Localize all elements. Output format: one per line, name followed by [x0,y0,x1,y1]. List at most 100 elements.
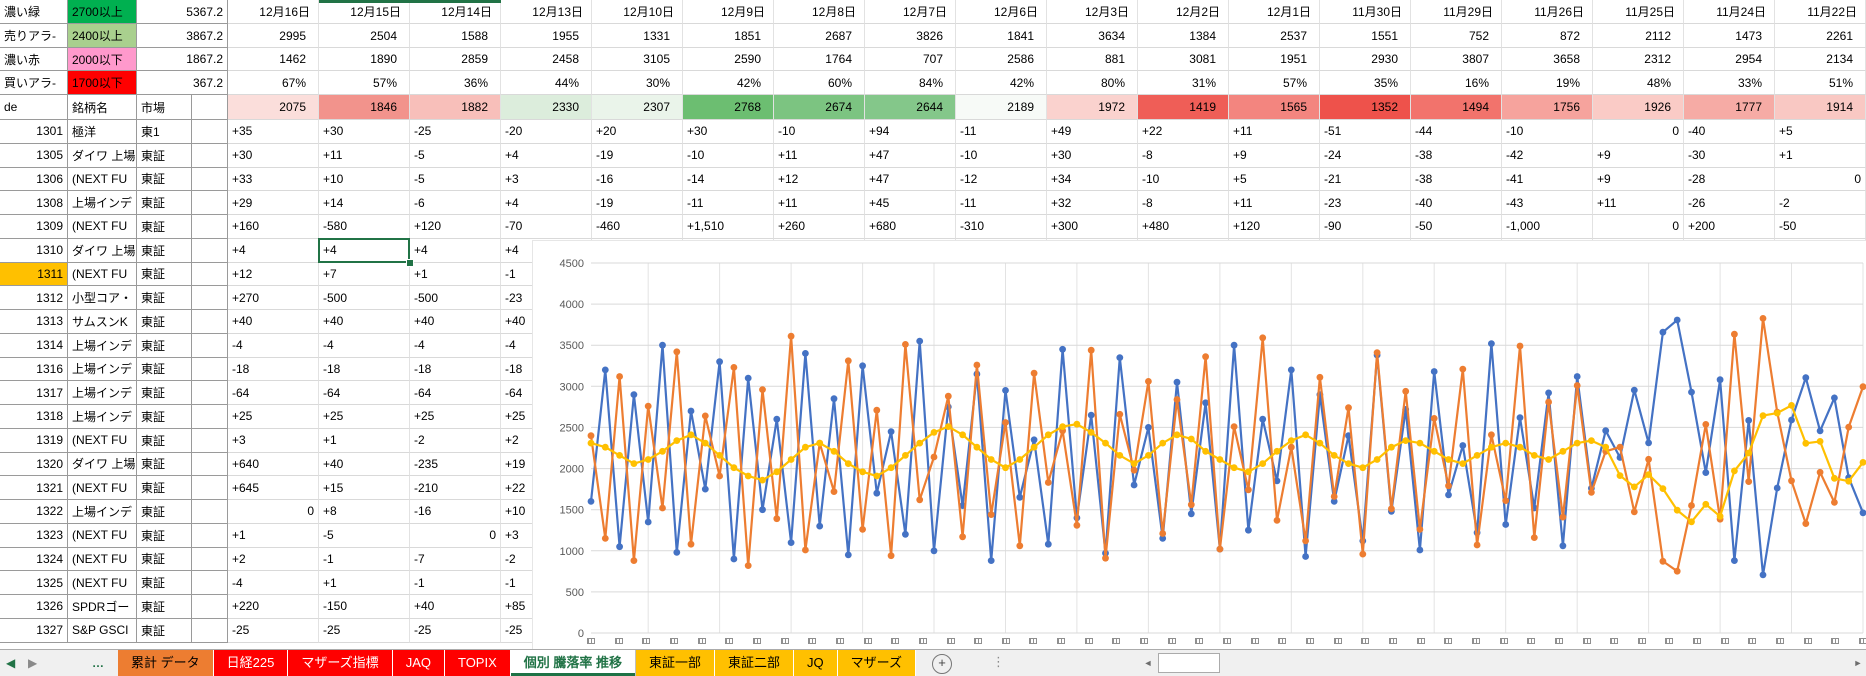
stock-value-cell[interactable]: +30 [683,120,774,144]
stock-value-cell[interactable]: -51 [1320,120,1411,144]
buy-series-cell[interactable]: 2859 [410,48,501,71]
sheet-tab-JAQ[interactable]: JAQ [392,650,445,676]
stock-code-cell[interactable]: 1325 [0,571,68,595]
scroll-left-icon[interactable]: ◄ [1143,658,1153,668]
date-header-cell[interactable]: 12月16日 [228,0,319,24]
stock-name-cell[interactable]: 上場インデ [68,357,137,382]
stock-value-cell[interactable]: +5 [1775,120,1866,144]
stock-name-cell[interactable]: (NEXT FU [68,215,137,239]
sheet-tab-個別 騰落率 推移[interactable]: 個別 騰落率 推移 [510,650,636,676]
stock-value-cell[interactable]: +3 [501,167,592,192]
stock-name-cell[interactable]: (NEXT FU [68,167,137,192]
heatmap-value-cell[interactable]: 2330 [501,95,592,120]
stock-value-cell[interactable]: +1 [1775,143,1866,168]
market-header-cell[interactable]: 市場 [137,95,192,120]
percent-cell[interactable]: 31% [1138,71,1229,95]
heatmap-value-cell[interactable]: 2644 [865,95,956,120]
stock-value-cell[interactable]: -19 [592,191,683,215]
stock-name-cell[interactable]: SPDRゴー [68,595,137,619]
stock-value-cell[interactable]: -64 [228,381,319,405]
stock-market-cell[interactable]: 東証 [137,428,192,453]
stock-value-cell[interactable]: +11 [319,143,410,168]
stock-value-cell[interactable]: -1 [410,571,501,595]
date-header-cell[interactable]: 12月9日 [683,0,774,24]
stock-line-chart[interactable]: 0 500 1000 1500 2000 2500 3000 3500 4000 4500 [532,240,1866,649]
stock-name-cell[interactable]: 上場インデ [68,191,137,215]
buy-series-cell[interactable]: 2458 [501,48,592,71]
stock-value-cell[interactable]: +40 [410,595,501,619]
stock-value-cell[interactable]: -6 [410,191,501,215]
stock-market-cell[interactable]: 東証 [137,571,192,595]
sheet-nav-more-icon[interactable]: … [92,656,104,670]
stock-value-cell[interactable]: +645 [228,476,319,500]
stock-value-cell[interactable]: -8 [1138,191,1229,215]
percent-cell[interactable]: 36% [410,71,501,95]
stock-value-cell[interactable]: +11 [1229,120,1320,144]
stock-market-cell[interactable]: 東証 [137,476,192,500]
stock-value-cell[interactable]: -1 [319,547,410,572]
percent-cell[interactable]: 33% [1684,71,1775,95]
stock-value-cell[interactable]: +11 [774,191,865,215]
stock-value-cell[interactable]: -500 [319,286,410,310]
stock-name-cell[interactable]: ダイワ 上場 [68,143,137,168]
stock-value-cell[interactable]: -64 [319,381,410,405]
stock-value-cell[interactable]: -70 [501,215,592,239]
stock-value-cell[interactable]: 0 [1775,167,1866,192]
heatmap-value-cell[interactable]: 2189 [956,95,1047,120]
stock-value-cell[interactable]: -10 [956,143,1047,168]
stock-value-cell[interactable]: +1 [228,523,319,548]
stock-value-cell[interactable]: -4 [319,333,410,358]
stock-value-cell[interactable]: +10 [319,167,410,192]
date-header-cell[interactable]: 12月1日 [1229,0,1320,24]
date-header-cell[interactable]: 12月2日 [1138,0,1229,24]
stock-value-cell[interactable]: +260 [774,215,865,239]
stock-value-cell[interactable]: -5 [410,143,501,168]
percent-cell[interactable]: 51% [1775,71,1866,95]
stock-value-cell[interactable]: +640 [228,452,319,477]
stock-value-cell[interactable]: +120 [410,215,501,239]
stock-value-cell[interactable]: +9 [1593,143,1684,168]
stock-value-cell[interactable]: -18 [410,357,501,382]
heatmap-value-cell[interactable]: 1565 [1229,95,1320,120]
sheet-tab-マザーズ[interactable]: マザーズ [837,650,917,676]
stock-value-cell[interactable]: -38 [1411,167,1502,192]
stock-value-cell[interactable]: -38 [1411,143,1502,168]
stock-code-cell[interactable]: 1327 [0,618,68,643]
sell-series-cell[interactable]: 1551 [1320,24,1411,48]
stock-code-cell[interactable]: 1324 [0,547,68,572]
stock-value-cell[interactable]: +25 [319,405,410,429]
stock-market-cell[interactable]: 東証 [137,238,192,263]
legend-label-cell[interactable]: 濃い緑 [0,0,68,24]
stock-value-cell[interactable]: -8 [1138,143,1229,168]
percent-cell[interactable]: 57% [319,71,410,95]
date-header-cell[interactable]: 11月24日 [1684,0,1775,24]
stock-value-cell[interactable]: -7 [410,547,501,572]
stock-name-cell[interactable]: ダイワ 上場 [68,238,137,263]
stock-value-cell[interactable]: +34 [1047,167,1138,192]
stock-value-cell[interactable]: -25 [410,618,501,643]
stock-value-cell[interactable]: +12 [228,262,319,287]
stock-value-cell[interactable]: 0 [228,500,319,524]
stock-value-cell[interactable]: -26 [1684,191,1775,215]
heatmap-value-cell[interactable]: 2307 [592,95,683,120]
stock-name-cell[interactable]: (NEXT FU [68,547,137,572]
stock-market-cell[interactable]: 東証 [137,405,192,429]
stock-value-cell[interactable]: +29 [228,191,319,215]
stock-market-cell[interactable]: 東証 [137,452,192,477]
stock-value-cell[interactable]: -10 [1138,167,1229,192]
buy-series-cell[interactable]: 2312 [1593,48,1684,71]
stock-value-cell[interactable]: -310 [956,215,1047,239]
sheet-nav-forward-icon[interactable]: ▶ [28,656,38,670]
stock-value-cell[interactable]: -25 [228,618,319,643]
stock-value-cell[interactable]: 0 [410,523,501,548]
buy-series-cell[interactable]: 1764 [774,48,865,71]
percent-cell[interactable]: 35% [1320,71,1411,95]
stock-value-cell[interactable]: -64 [410,381,501,405]
percent-cell[interactable]: 84% [865,71,956,95]
stock-value-cell[interactable]: +33 [228,167,319,192]
stock-value-cell[interactable]: -235 [410,452,501,477]
stock-value-cell[interactable]: +30 [319,120,410,144]
sell-series-cell[interactable]: 1331 [592,24,683,48]
stock-value-cell[interactable]: -2 [1775,191,1866,215]
legend-label-cell[interactable]: 売りアラ- [0,24,68,48]
